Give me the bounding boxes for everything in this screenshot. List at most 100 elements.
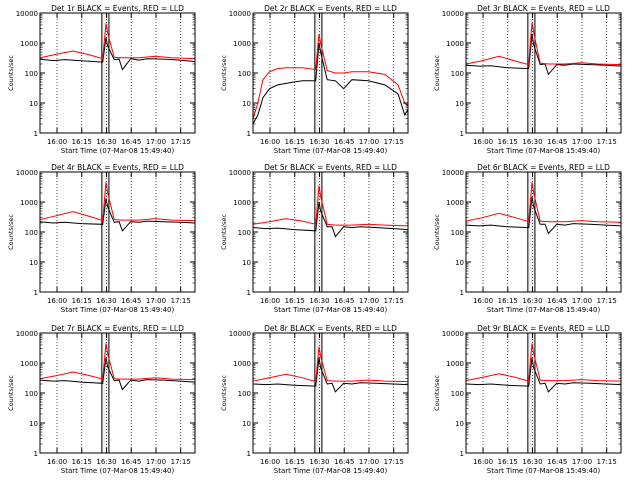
series-line-lld bbox=[39, 23, 196, 60]
y-tick-label: 1 bbox=[34, 130, 38, 138]
y-tick-label: 10 bbox=[242, 100, 251, 108]
x-axis-label: Start Time (07-Mar-08 15:49:40) bbox=[61, 147, 175, 155]
panel-title: Det 7r BLACK = Events, RED = LLD bbox=[51, 324, 184, 333]
y-tick-label: 1000 bbox=[446, 360, 464, 368]
y-tick-label: 1 bbox=[247, 289, 251, 297]
x-tick-label: 17:00 bbox=[572, 138, 592, 146]
series-line-lld bbox=[39, 182, 196, 222]
y-tick-label: 1 bbox=[34, 289, 38, 297]
y-axis-label: Counts/sec bbox=[220, 55, 228, 91]
y-tick-label: 100 bbox=[451, 229, 464, 237]
panel-2: 1 10 100 1000 10000 16:00 16:15 16:30 16:45 17:00… bbox=[220, 4, 409, 155]
x-tick-label: 16:30 bbox=[522, 458, 542, 466]
y-tick-label: 100 bbox=[238, 390, 251, 398]
series-line-events bbox=[252, 201, 409, 238]
y-tick-label: 10 bbox=[455, 259, 464, 267]
y-tick-label: 10 bbox=[29, 420, 38, 428]
y-tick-label: 1 bbox=[247, 450, 251, 458]
x-tick-label: 17:15 bbox=[171, 458, 191, 466]
plot-frame bbox=[465, 12, 622, 134]
series-line-events bbox=[465, 33, 622, 76]
y-tick-label: 1000 bbox=[446, 40, 464, 48]
x-tick-label: 16:15 bbox=[72, 297, 92, 305]
series-line-events bbox=[252, 357, 409, 393]
plot-frame bbox=[465, 171, 622, 293]
y-axis-label: Counts/sec bbox=[433, 214, 441, 250]
x-tick-label: 17:00 bbox=[146, 297, 166, 305]
flare-interval-shading bbox=[527, 333, 535, 453]
x-tick-label: 17:15 bbox=[171, 138, 191, 146]
y-axis-label: Counts/sec bbox=[7, 214, 15, 250]
panel-3: 1 10 100 1000 10000 16:00 16:15 16:30 16:45 17:00… bbox=[433, 4, 622, 155]
panel-title: Det 3r BLACK = Events, RED = LLD bbox=[477, 4, 610, 13]
x-tick-label: 17:15 bbox=[384, 458, 404, 466]
flare-interval-shading bbox=[314, 13, 322, 133]
y-tick-label: 100 bbox=[238, 70, 251, 78]
flare-interval-shading bbox=[101, 333, 109, 453]
x-axis-label: Start Time (07-Mar-08 15:49:40) bbox=[61, 467, 175, 475]
y-tick-label: 10000 bbox=[16, 10, 38, 18]
y-axis-label: Counts/sec bbox=[220, 375, 228, 411]
x-tick-label: 16:15 bbox=[498, 138, 518, 146]
y-tick-label: 1 bbox=[460, 130, 464, 138]
flare-interval-shading bbox=[527, 172, 535, 292]
x-tick-label: 17:15 bbox=[597, 458, 617, 466]
y-tick-label: 10000 bbox=[16, 169, 38, 177]
y-tick-label: 1 bbox=[247, 130, 251, 138]
x-tick-label: 16:45 bbox=[334, 297, 354, 305]
series-line-events bbox=[39, 37, 196, 71]
y-tick-label: 100 bbox=[25, 229, 38, 237]
y-tick-label: 10 bbox=[29, 100, 38, 108]
plot-frame bbox=[39, 12, 196, 134]
x-tick-label: 16:00 bbox=[260, 138, 280, 146]
plot-frame bbox=[39, 171, 196, 293]
x-tick-label: 17:00 bbox=[359, 458, 379, 466]
y-tick-label: 10000 bbox=[442, 169, 464, 177]
x-tick-label: 16:45 bbox=[547, 297, 567, 305]
y-tick-label: 10 bbox=[455, 100, 464, 108]
y-tick-label: 1000 bbox=[233, 360, 251, 368]
panel-9: 1 10 100 1000 10000 16:00 16:15 16:30 16:45 17:00… bbox=[433, 324, 622, 475]
x-tick-label: 16:30 bbox=[96, 297, 116, 305]
x-tick-label: 16:00 bbox=[260, 297, 280, 305]
flare-interval-shading bbox=[314, 333, 322, 453]
x-tick-label: 16:45 bbox=[334, 458, 354, 466]
y-tick-label: 10 bbox=[242, 420, 251, 428]
x-tick-label: 16:15 bbox=[285, 458, 305, 466]
y-tick-label: 100 bbox=[238, 229, 251, 237]
x-tick-label: 16:45 bbox=[121, 138, 141, 146]
series-line-events bbox=[39, 198, 196, 232]
y-tick-label: 10000 bbox=[442, 10, 464, 18]
y-tick-label: 100 bbox=[25, 390, 38, 398]
panel-8: 1 10 100 1000 10000 16:00 16:15 16:30 16:45 17:00… bbox=[220, 324, 409, 475]
series-line-lld bbox=[465, 343, 622, 382]
x-tick-label: 16:00 bbox=[47, 458, 67, 466]
y-tick-label: 10000 bbox=[442, 330, 464, 338]
plot-frame bbox=[252, 171, 409, 293]
series-line-lld bbox=[465, 182, 622, 223]
y-tick-label: 1000 bbox=[446, 199, 464, 207]
x-tick-label: 17:00 bbox=[359, 297, 379, 305]
x-tick-label: 16:15 bbox=[498, 297, 518, 305]
x-axis-label: Start Time (07-Mar-08 15:49:40) bbox=[274, 306, 388, 314]
panel-title: Det 8r BLACK = Events, RED = LLD bbox=[264, 324, 397, 333]
x-tick-label: 16:00 bbox=[473, 458, 493, 466]
x-axis-label: Start Time (07-Mar-08 15:49:40) bbox=[274, 467, 388, 475]
y-tick-label: 1000 bbox=[233, 199, 251, 207]
y-axis-label: Counts/sec bbox=[220, 214, 228, 250]
y-tick-label: 100 bbox=[25, 70, 38, 78]
y-tick-label: 10 bbox=[455, 420, 464, 428]
x-tick-label: 17:00 bbox=[146, 138, 166, 146]
x-tick-label: 16:00 bbox=[473, 138, 493, 146]
x-tick-label: 16:00 bbox=[47, 297, 67, 305]
x-tick-label: 17:00 bbox=[359, 138, 379, 146]
y-axis-label: Counts/sec bbox=[433, 55, 441, 91]
x-tick-label: 16:30 bbox=[309, 297, 329, 305]
x-tick-label: 16:45 bbox=[121, 297, 141, 305]
x-tick-label: 16:15 bbox=[498, 458, 518, 466]
y-axis-label: Counts/sec bbox=[433, 375, 441, 411]
panel-title: Det 1r BLACK = Events, RED = LLD bbox=[51, 4, 184, 13]
x-axis-label: Start Time (07-Mar-08 15:49:40) bbox=[487, 467, 601, 475]
y-tick-label: 1 bbox=[460, 450, 464, 458]
y-tick-label: 1 bbox=[34, 450, 38, 458]
